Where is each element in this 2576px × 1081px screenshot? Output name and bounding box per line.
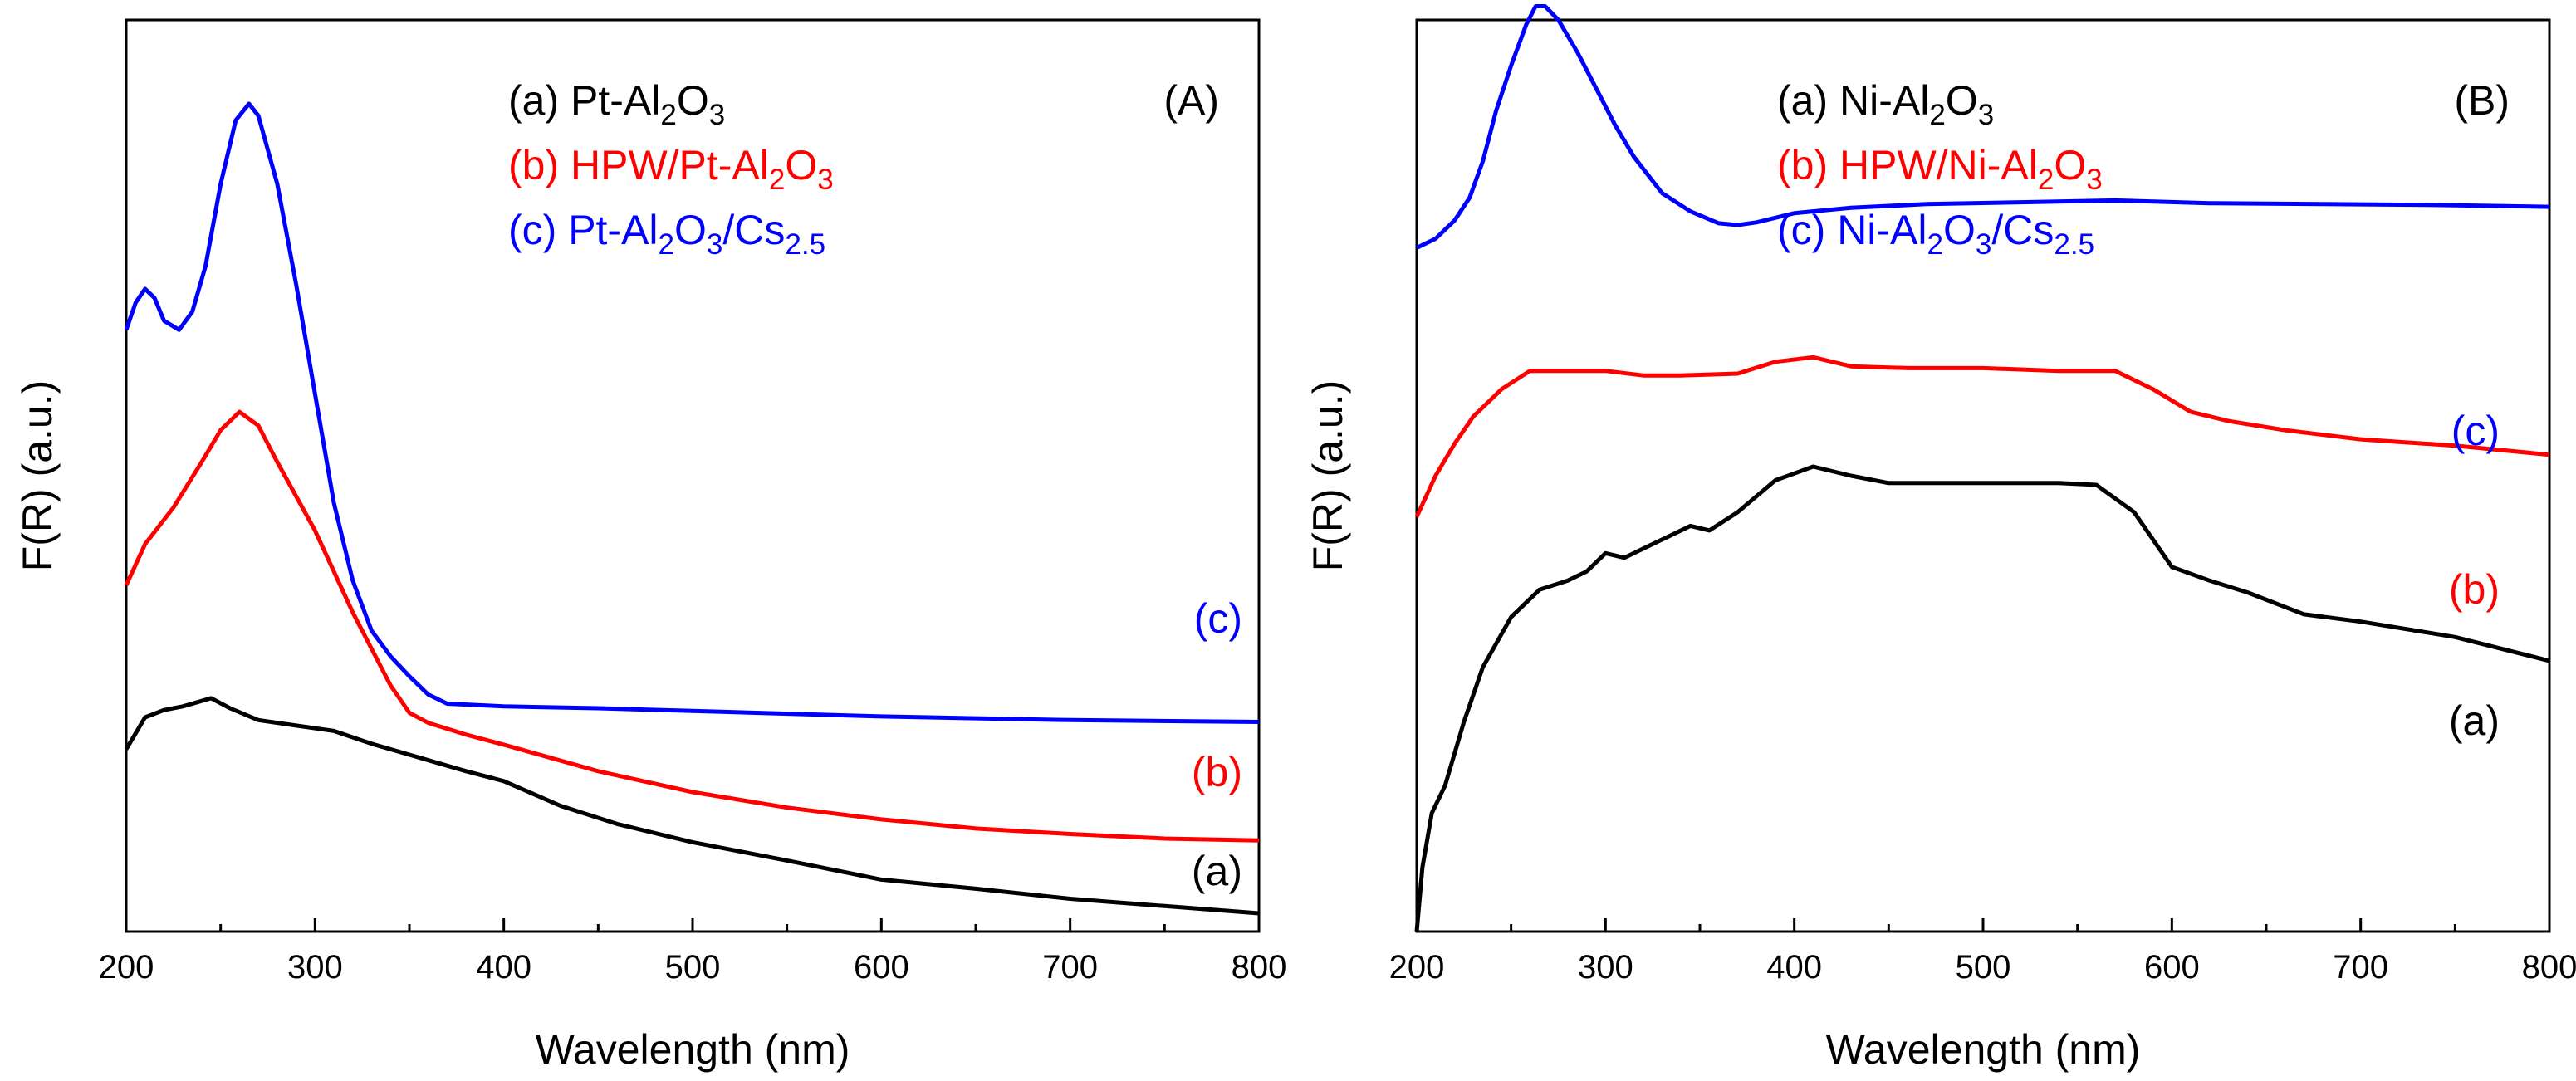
panel-a-legend-entry: (b) HPW/Pt-Al2O3 (508, 142, 834, 196)
panel-a-ticks: 200 300 400 500 600 700 800 (99, 918, 1287, 986)
panel-a-x-tick-label: 700 (1042, 949, 1098, 986)
panel-b-series-a-line (1414, 464, 2550, 932)
panel-b-x-tick-label: 400 (1766, 949, 1822, 986)
panel-a-series-b-line (124, 409, 1260, 843)
panel-a-x-tick-label: 500 (665, 949, 721, 986)
panel-b-x-tick-label: 500 (1956, 949, 2011, 986)
panel-b-legend: (a) Ni-Al2O3 (b) HPW/Ni-Al2O3 (c) Ni-Al2O3… (1777, 77, 2103, 261)
panel-a-legend: (a) Pt-Al2O3 (b) HPW/Pt-Al2O3 (c) Pt-Al2O3… (508, 77, 834, 261)
panel-b-series-b-line (1414, 355, 2550, 518)
panel-b-curve-label-b: (b) (2449, 566, 2500, 613)
panel-a-legend-entry: (c) Pt-Al2O3/Cs2.5 (508, 207, 825, 261)
panel-a-legend-entry: (a) Pt-Al2O3 (508, 77, 725, 131)
panel-b-ticks: 200 300 400 500 600 700 800 (1389, 918, 2576, 986)
panel-a-x-tick-label: 800 (1232, 949, 1287, 986)
panel-b-curve-label-a: (a) (2449, 697, 2500, 744)
panel-b-y-axis-title: F(R) (a.u.) (1305, 380, 1351, 572)
panel-a-curve-label-a: (a) (1192, 848, 1242, 894)
panel-a-label: (A) (1163, 77, 1219, 124)
panel-a: (a) (b) (c) 200 300 400 500 600 700 800 Waveleng… (14, 18, 1287, 1073)
panel-b-series-c-line (1415, 4, 2550, 250)
panel-a-y-axis-title: F(R) (a.u.) (14, 380, 61, 572)
panel-b-legend-entry: (b) HPW/Ni-Al2O3 (1777, 142, 2103, 196)
panel-a-series: (a) (b) (c) (124, 101, 1260, 916)
panel-b-legend-entry: (c) Ni-Al2O3/Cs2.5 (1777, 207, 2094, 261)
panel-a-x-tick-label: 200 (99, 949, 154, 986)
panel-a-x-tick-label: 300 (287, 949, 343, 986)
panel-b-x-tick-label: 600 (2144, 949, 2200, 986)
panel-b-x-tick-label: 300 (1578, 949, 1633, 986)
panel-b-label: (B) (2454, 77, 2510, 124)
panel-b-series: (a) (b) (c) (1414, 4, 2550, 932)
panel-a-x-axis-title: Wavelength (nm) (536, 1026, 850, 1073)
panel-a-curve-label-c: (c) (1194, 595, 1242, 642)
panel-b-x-axis-title: Wavelength (nm) (1826, 1026, 2141, 1073)
panel-b-legend-entry: (a) Ni-Al2O3 (1777, 77, 1994, 131)
panel-b-x-tick-label: 200 (1389, 949, 1445, 986)
panel-a-series-c-line (124, 101, 1260, 724)
panel-a-x-tick-label: 400 (476, 949, 531, 986)
panel-a-curve-label-b: (b) (1192, 749, 1242, 795)
panel-b: (a) (b) (c) 200 300 400 500 600 700 800 Waveleng… (1305, 4, 2576, 1073)
panel-b-x-tick-label: 800 (2522, 949, 2576, 986)
panel-a-series-a-line (124, 696, 1260, 916)
panel-b-curve-label-c: (c) (2451, 408, 2500, 454)
panel-a-x-tick-label: 600 (854, 949, 909, 986)
panel-b-x-tick-label: 700 (2333, 949, 2388, 986)
